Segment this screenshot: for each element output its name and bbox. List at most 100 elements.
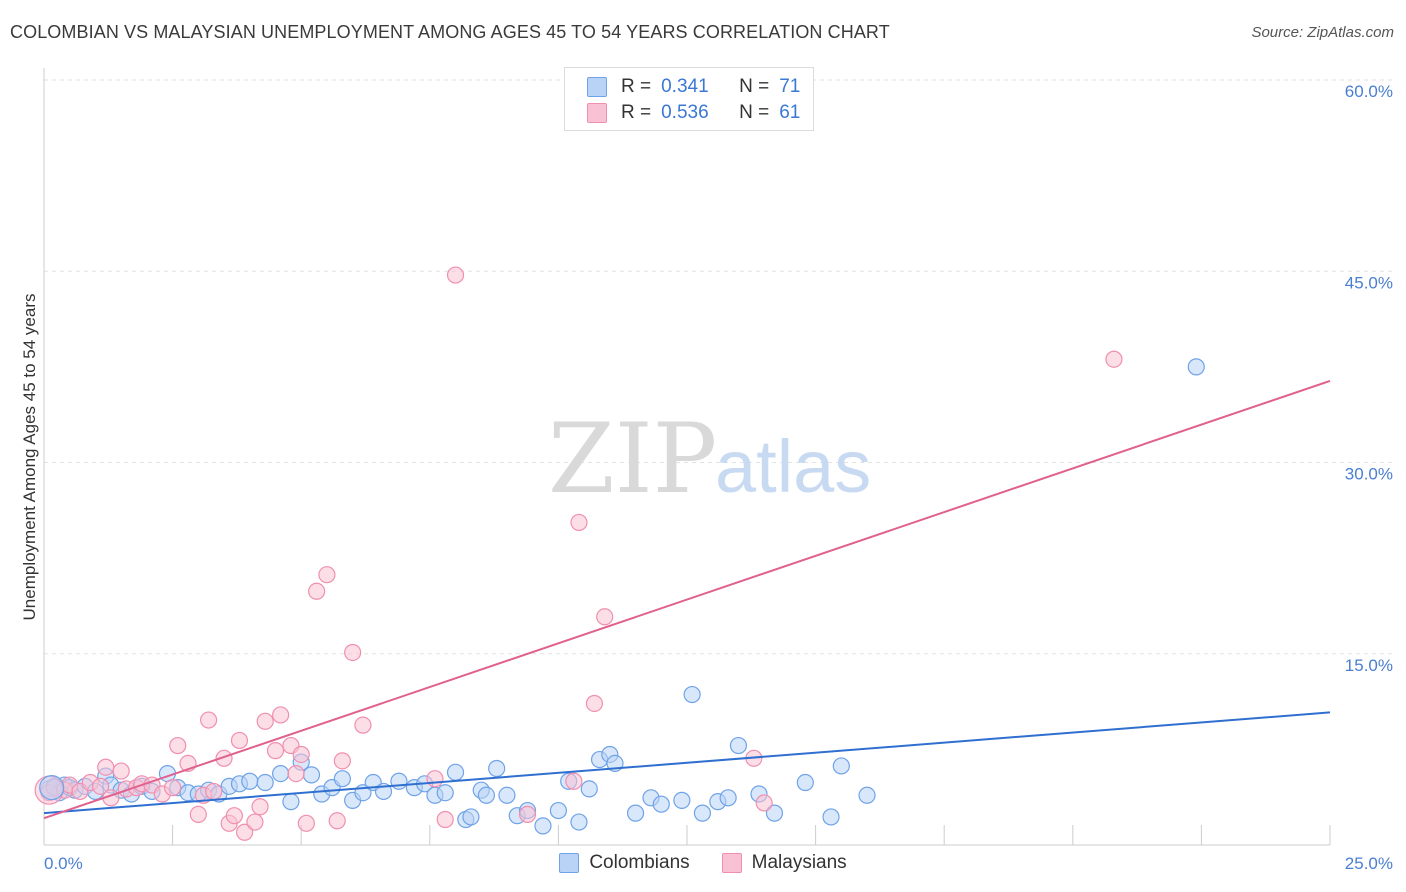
legend-r-label: R = xyxy=(621,76,652,97)
correlation-legend: R = 0.341 N = 71 R = 0.536 N = 61 xyxy=(564,67,814,131)
data-point-malaysians xyxy=(256,712,274,730)
legend-swatch-malaysians xyxy=(721,853,742,873)
data-point-malaysians xyxy=(200,711,218,729)
data-point-malaysians xyxy=(272,706,290,724)
legend-r-value: 0.536 xyxy=(661,102,709,123)
data-point-malaysians xyxy=(436,810,454,829)
data-point-malaysians xyxy=(97,758,115,776)
data-point-colombians xyxy=(652,795,670,813)
legend-n-label: N = xyxy=(739,76,770,97)
data-point-colombians xyxy=(673,791,691,809)
data-point-colombians xyxy=(477,786,495,804)
data-point-malaysians xyxy=(354,716,372,734)
data-point-colombians xyxy=(498,786,516,804)
y-tick-label: 60.0% xyxy=(1345,82,1393,101)
data-point-colombians xyxy=(302,766,321,784)
tick-labels: 15.0% 30.0% 45.0% 60.0% 0.0% 25.0% xyxy=(44,82,1393,873)
legend-row-colombians: R = 0.341 N = 71 xyxy=(587,75,800,99)
data-point-malaysians xyxy=(164,779,182,797)
legend-r-value: 0.341 xyxy=(661,76,709,97)
data-point-colombians xyxy=(256,773,274,792)
legend-item-colombians[interactable]: Colombians xyxy=(559,852,690,874)
data-point-colombians xyxy=(282,793,300,811)
data-point-malaysians xyxy=(318,566,336,584)
data-point-malaysians xyxy=(518,805,537,824)
trend-line-malaysians xyxy=(43,379,1331,820)
series-legend: Colombians Malaysians xyxy=(0,852,1406,874)
data-point-malaysians xyxy=(292,745,310,764)
data-point-malaysians xyxy=(565,772,583,790)
watermark-atlas: atlas xyxy=(715,425,871,508)
data-point-malaysians xyxy=(205,782,223,801)
data-point-colombians xyxy=(858,786,876,804)
data-point-colombians xyxy=(729,736,748,755)
chart-title: COLOMBIAN VS MALAYSIAN UNEMPLOYMENT AMON… xyxy=(10,22,890,42)
data-point-malaysians xyxy=(266,742,285,760)
data-point-colombians xyxy=(626,804,645,822)
data-point-malaysians xyxy=(1105,350,1123,368)
data-point-colombians xyxy=(693,804,712,822)
data-point-malaysians xyxy=(585,694,604,713)
trend-line-colombians xyxy=(43,711,1331,815)
data-point-colombians xyxy=(462,808,480,826)
data-point-colombians xyxy=(390,772,408,790)
legend-label-colombians: Colombians xyxy=(589,852,690,873)
data-point-colombians xyxy=(446,763,465,781)
data-point-malaysians xyxy=(596,608,614,626)
data-point-colombians xyxy=(272,764,290,783)
legend-label-malaysians: Malaysians xyxy=(751,852,847,873)
y-tick-label: 30.0% xyxy=(1345,465,1393,484)
data-point-malaysians xyxy=(328,812,346,830)
data-point-colombians xyxy=(436,784,454,802)
data-point-malaysians xyxy=(112,762,130,780)
legend-n-label: N = xyxy=(739,102,770,123)
trend-lines xyxy=(43,379,1331,820)
data-point-colombians xyxy=(822,808,840,826)
data-point-colombians xyxy=(1187,358,1205,376)
x-tick-label: 25.0% xyxy=(1345,854,1393,873)
legend-swatch-colombians xyxy=(587,77,607,97)
data-point-colombians xyxy=(549,801,568,820)
data-point-malaysians xyxy=(246,813,264,831)
legend-r-label: R = xyxy=(621,102,652,123)
data-point-malaysians xyxy=(215,749,233,767)
axes xyxy=(43,68,1331,846)
data-point-malaysians xyxy=(225,807,243,825)
series-malaysians xyxy=(40,266,1123,841)
data-point-malaysians xyxy=(755,794,773,812)
y-tick-label: 45.0% xyxy=(1345,273,1393,292)
data-point-malaysians xyxy=(333,752,351,770)
watermark-zip: ZIP xyxy=(548,403,717,515)
data-point-malaysians xyxy=(426,770,444,788)
source-label: Source: ZipAtlas.com xyxy=(1251,24,1394,41)
legend-item-malaysians[interactable]: Malaysians xyxy=(721,852,847,874)
legend-swatch-colombians xyxy=(559,853,580,873)
data-point-colombians xyxy=(534,817,552,835)
data-points xyxy=(34,266,1205,841)
data-point-colombians xyxy=(719,789,737,807)
data-point-malaysians xyxy=(287,764,305,783)
data-point-colombians xyxy=(570,813,588,831)
data-point-malaysians xyxy=(570,513,588,532)
data-point-malaysians xyxy=(169,736,187,755)
legend-n-value: 71 xyxy=(779,76,801,97)
legend-row-malaysians: R = 0.536 N = 61 xyxy=(587,101,800,125)
legend-swatch-malaysians xyxy=(587,103,607,123)
data-point-malaysians xyxy=(91,777,110,795)
legend-n-value: 61 xyxy=(779,102,801,123)
data-point-malaysians xyxy=(308,582,326,600)
data-point-colombians xyxy=(241,772,259,790)
data-point-malaysians xyxy=(344,643,362,662)
y-axis-label: Unemployment Among Ages 45 to 54 years xyxy=(20,294,39,621)
data-point-colombians xyxy=(765,804,784,822)
data-point-malaysians xyxy=(297,814,315,832)
data-point-malaysians xyxy=(251,798,269,816)
data-point-colombians xyxy=(796,773,814,792)
data-point-malaysians xyxy=(189,805,207,824)
y-tick-label: 15.0% xyxy=(1345,656,1393,675)
data-point-colombians xyxy=(580,780,598,798)
x-tick-label: 0.0% xyxy=(44,854,83,873)
data-point-malaysians xyxy=(230,731,249,750)
data-point-malaysians xyxy=(446,266,465,284)
